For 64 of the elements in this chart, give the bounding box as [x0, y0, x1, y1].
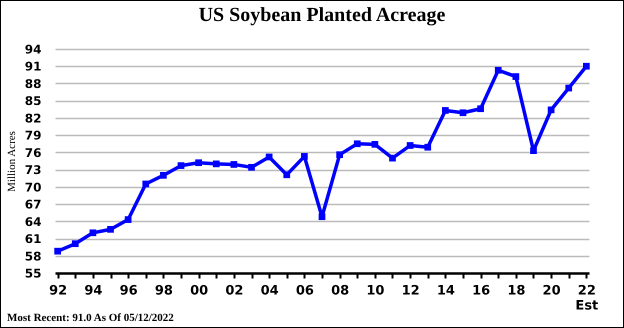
y-tick-label: 67 — [24, 198, 42, 212]
point — [212, 160, 220, 168]
y-tick-label: 73 — [24, 163, 42, 178]
point — [301, 153, 308, 160]
y-tick-label: 76 — [24, 146, 42, 160]
point — [583, 62, 590, 70]
x-tick-label: 96 — [120, 284, 138, 298]
point — [90, 229, 96, 236]
point — [565, 84, 572, 92]
chart-title: US Soybean Planted Acreage — [198, 4, 446, 26]
point — [195, 159, 202, 166]
x-tick-label: 00 — [190, 284, 208, 298]
point — [424, 144, 432, 151]
y-tick-label: 82 — [24, 111, 42, 126]
x-tick-label: 14 — [436, 284, 455, 298]
y-tick-label: 61 — [24, 232, 42, 246]
x-tick-label: 92 — [49, 284, 68, 298]
y-tick-label: 79 — [24, 128, 42, 143]
x-tick-label: 04 — [260, 284, 279, 298]
x-tick-label: 18 — [507, 284, 526, 298]
x-tick-label: 22 Est — [575, 284, 598, 314]
y-tick-label: 85 — [24, 94, 42, 108]
point — [494, 66, 502, 74]
point — [160, 172, 167, 179]
point — [124, 216, 132, 223]
point — [178, 162, 184, 169]
point — [460, 109, 466, 116]
point — [230, 161, 238, 168]
point — [442, 107, 449, 114]
x-tick-label: 16 — [472, 284, 490, 298]
x-tick-label: 06 — [296, 284, 314, 298]
point — [283, 171, 290, 178]
x-tick-label: 98 — [154, 284, 173, 298]
x-tick-label: 94 — [84, 284, 102, 298]
x-tick-label: 08 — [331, 284, 350, 298]
point — [142, 180, 150, 188]
point — [354, 140, 361, 148]
x-tick-label: 02 — [225, 284, 244, 298]
point — [318, 213, 326, 220]
point — [372, 140, 378, 148]
x-tick-label: 12 — [402, 284, 420, 298]
point — [477, 105, 484, 112]
y-axis-title: Million Acres — [6, 131, 18, 192]
point — [406, 142, 414, 149]
text: Most Recent: 91.0 As Of 05/12/2022 — [7, 312, 174, 324]
point — [248, 164, 255, 171]
y-tick-label: 55 — [24, 266, 42, 280]
point — [72, 240, 79, 248]
point — [548, 106, 554, 114]
point — [512, 73, 520, 80]
y-tick-label: 88 — [24, 76, 42, 91]
point — [530, 147, 537, 154]
point — [54, 248, 61, 255]
x-tick-label: 20 — [542, 284, 561, 298]
y-tick-label: 91 — [24, 60, 42, 74]
point — [389, 154, 396, 162]
y-tick-label: 70 — [24, 180, 42, 194]
y-tick-label: 64 — [24, 214, 42, 229]
point — [266, 154, 272, 160]
point — [336, 151, 343, 158]
y-tick-label: 94 — [24, 42, 42, 56]
y-tick-label: 58 — [24, 249, 42, 264]
x-tick-label: 10 — [366, 284, 384, 298]
point — [107, 226, 114, 233]
